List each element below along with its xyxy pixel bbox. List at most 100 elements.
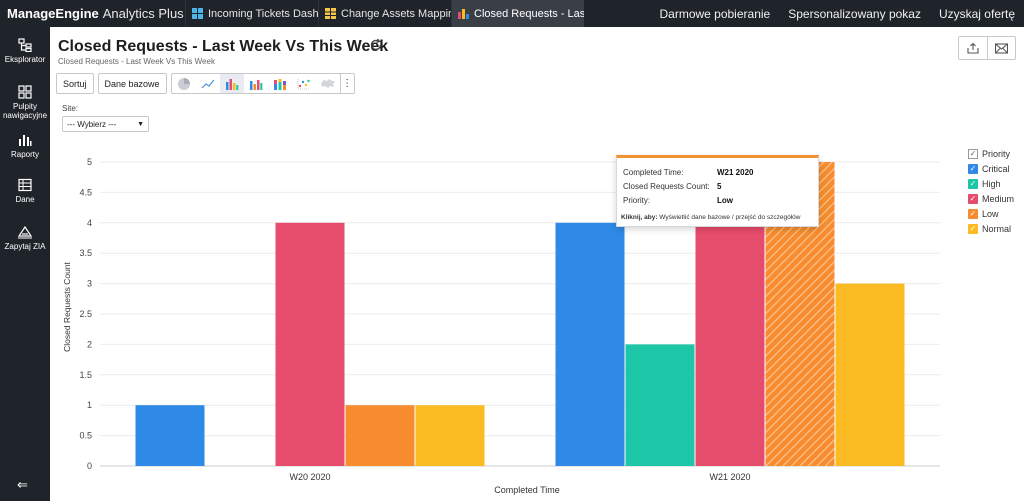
sidebar-item-label: Dane: [15, 195, 35, 204]
bar-medium-2[interactable]: [695, 222, 765, 466]
collapse-sidebar-icon[interactable]: ⇐: [17, 477, 28, 492]
scatter-icon: [297, 78, 310, 89]
y-tick-label: 2: [87, 339, 92, 349]
y-tick-label: 0.5: [79, 431, 92, 441]
legend-label: Low: [982, 208, 999, 219]
y-tick-label: 2.5: [79, 309, 92, 319]
chart-type-switcher: ⋮: [170, 73, 355, 94]
chart-legend: ✓ Priority ✓ Critical ✓ High ✓ Medium ✓ Low ✓ Nor…: [968, 147, 1014, 236]
tooltip-key: Completed Time:: [623, 168, 684, 177]
chart-icon: [458, 9, 469, 19]
tooltip-hint[interactable]: Kliknij, aby: Wyświetlić dane bazowe / p…: [621, 214, 801, 221]
sidebar-item-reports[interactable]: Raporty: [0, 133, 50, 159]
checkbox-icon: ✓: [968, 163, 978, 174]
y-tick-label: 4.5: [79, 187, 92, 197]
reports-icon: [19, 135, 32, 146]
tab-incoming-tickets[interactable]: Incoming Tickets Dash...: [185, 0, 318, 27]
y-tick-label: 3.5: [79, 248, 92, 258]
export-button[interactable]: [959, 37, 987, 59]
grouped-bar-chart-type[interactable]: [244, 74, 268, 93]
get-quote-link[interactable]: Uzyskaj ofertę: [938, 6, 1015, 21]
y-tick-label: 3: [87, 279, 92, 289]
legend-item-critical[interactable]: ✓ Critical: [968, 161, 1014, 176]
map-icon: [320, 78, 335, 88]
y-tick-label: 5: [87, 157, 92, 167]
bar-high-2[interactable]: [625, 344, 695, 466]
line-chart-type[interactable]: [196, 74, 220, 93]
bar-chart-icon: [225, 78, 238, 90]
sidebar-item-label: Pulpity nawigacyjne: [2, 102, 48, 120]
report-view: Closed Requests - Last Week Vs This Week…: [50, 27, 1024, 501]
pie-chart-type[interactable]: [172, 74, 196, 93]
y-tick-label: 1.5: [79, 370, 92, 380]
map-chart-type[interactable]: [316, 74, 340, 93]
tab-closed-requests[interactable]: Closed Requests - Last ... ✕: [451, 0, 584, 27]
tab-change-assets[interactable]: Change Assets Mapping: [318, 0, 451, 27]
checkbox-icon: ✓: [968, 149, 978, 159]
app-logo[interactable]: ManageEngine Analytics Plus: [0, 0, 185, 27]
checkbox-icon: ✓: [968, 178, 978, 189]
bar-normal-2[interactable]: [835, 283, 905, 466]
dashboards-icon: [18, 85, 32, 99]
bar-critical-1[interactable]: [135, 405, 205, 466]
bar-medium-1[interactable]: [275, 222, 345, 466]
legend-label: Medium: [982, 193, 1015, 204]
bar-chart-type[interactable]: [219, 74, 244, 93]
report-toolbar: Sortuj Dane bazowe ⋮: [56, 73, 355, 94]
underlying-data-button[interactable]: Dane bazowe: [97, 73, 167, 94]
tooltip-key: Closed Requests Count:: [623, 182, 710, 191]
export-icon: [967, 42, 979, 54]
brand-sub: Analytics Plus: [102, 6, 184, 21]
sidebar-item-ask-zia[interactable]: Zapytaj ZIA: [0, 225, 50, 251]
legend-item-low[interactable]: ✓ Low: [968, 206, 1014, 221]
scatter-chart-type[interactable]: [292, 74, 316, 93]
refresh-icon[interactable]: [368, 37, 384, 53]
tooltip-row: Priority: Low: [623, 196, 733, 205]
personalized-demo-link[interactable]: Spersonalizowany pokaz: [788, 6, 921, 21]
page-subtitle: Closed Requests - Last Week Vs This Week: [58, 57, 215, 66]
top-bar: ManageEngine Analytics Plus Incoming Tic…: [0, 0, 1024, 27]
y-tick-label: 1: [87, 400, 92, 410]
share-actions: [958, 36, 1016, 60]
pie-chart-icon: [177, 77, 190, 90]
tab-label: Incoming Tickets Dash...: [208, 7, 318, 20]
legend-item-high[interactable]: ✓ High: [968, 176, 1014, 191]
sort-button[interactable]: Sortuj: [56, 73, 94, 94]
free-download-link[interactable]: Darmowe pobieranie: [659, 6, 771, 21]
chevron-down-icon: ▼: [137, 120, 144, 128]
site-filter-select[interactable]: --- Wybierz --- ▼: [62, 116, 149, 132]
y-tick-label: 0: [87, 461, 92, 471]
tab-label: Closed Requests - Last ...: [474, 7, 584, 20]
tab-strip: Incoming Tickets Dash... Change Assets M…: [185, 0, 584, 27]
bar-low-1[interactable]: [345, 405, 415, 466]
line-chart-icon: [201, 79, 215, 88]
sidebar-item-explorer[interactable]: Eksplorator: [0, 38, 50, 64]
sidebar-item-data[interactable]: Dane: [0, 178, 50, 204]
site-filter-label: Site:: [62, 104, 79, 113]
tooltip-value: W21 2020: [717, 168, 754, 177]
email-button[interactable]: [987, 37, 1015, 59]
sidebar-item-label: Zapytaj ZIA: [4, 242, 46, 251]
legend-item-normal[interactable]: ✓ Normal: [968, 221, 1014, 236]
tooltip-key: Priority:: [623, 196, 651, 205]
tooltip-hint-bold: Kliknij, aby:: [621, 214, 658, 221]
stacked-bar-icon: [273, 78, 286, 90]
checkbox-icon: ✓: [968, 223, 978, 234]
bar-normal-1[interactable]: [415, 405, 485, 466]
explorer-icon: [18, 38, 32, 52]
bar-critical-2[interactable]: [555, 222, 625, 466]
sidebar-item-dashboards[interactable]: Pulpity nawigacyjne: [0, 85, 50, 120]
legend-item-medium[interactable]: ✓ Medium: [968, 191, 1014, 206]
legend-title-text: Priority: [982, 149, 1011, 159]
more-options-button[interactable]: ⋮: [339, 74, 354, 93]
checkbox-icon: ✓: [968, 208, 978, 219]
zia-icon: [17, 225, 33, 239]
mail-icon: [995, 42, 1008, 54]
sidebar: Eksplorator Pulpity nawigacyjne Raporty …: [0, 27, 50, 501]
y-axis-title: Closed Requests Count: [62, 261, 72, 351]
stacked-bar-chart-type[interactable]: [268, 74, 292, 93]
legend-label: Critical: [982, 163, 1010, 174]
legend-title[interactable]: ✓ Priority: [968, 147, 1014, 161]
tab-label: Change Assets Mapping: [341, 7, 451, 20]
dashboard-icon: [192, 8, 203, 19]
